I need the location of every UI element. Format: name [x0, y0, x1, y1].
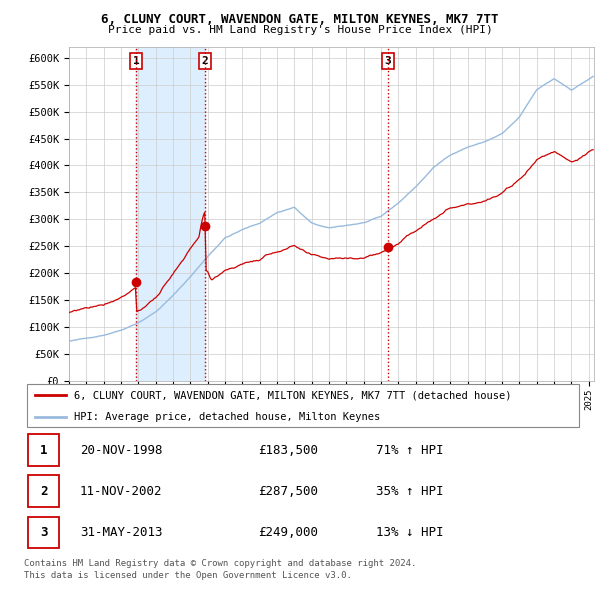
Text: 11-NOV-2002: 11-NOV-2002 [80, 484, 162, 498]
Text: 71% ↑ HPI: 71% ↑ HPI [376, 444, 443, 457]
FancyBboxPatch shape [28, 434, 59, 466]
Text: Price paid vs. HM Land Registry's House Price Index (HPI): Price paid vs. HM Land Registry's House … [107, 25, 493, 35]
Text: 3: 3 [385, 56, 391, 66]
Text: 31-MAY-2013: 31-MAY-2013 [80, 526, 162, 539]
Bar [136, 47, 205, 381]
FancyBboxPatch shape [27, 385, 579, 427]
Text: 3: 3 [40, 526, 47, 539]
Text: 1: 1 [133, 56, 140, 66]
Text: £183,500: £183,500 [259, 444, 319, 457]
Text: 2: 2 [202, 56, 209, 66]
Text: 13% ↓ HPI: 13% ↓ HPI [376, 526, 443, 539]
Text: £249,000: £249,000 [259, 526, 319, 539]
FancyBboxPatch shape [28, 517, 59, 548]
Text: £287,500: £287,500 [259, 484, 319, 498]
Text: 6, CLUNY COURT, WAVENDON GATE, MILTON KEYNES, MK7 7TT: 6, CLUNY COURT, WAVENDON GATE, MILTON KE… [101, 13, 499, 26]
Text: 6, CLUNY COURT, WAVENDON GATE, MILTON KEYNES, MK7 7TT (detached house): 6, CLUNY COURT, WAVENDON GATE, MILTON KE… [74, 390, 512, 400]
Text: 2: 2 [40, 484, 47, 498]
Text: 1: 1 [40, 444, 47, 457]
Text: HPI: Average price, detached house, Milton Keynes: HPI: Average price, detached house, Milt… [74, 412, 380, 422]
FancyBboxPatch shape [28, 476, 59, 507]
Text: Contains HM Land Registry data © Crown copyright and database right 2024.: Contains HM Land Registry data © Crown c… [24, 559, 416, 568]
Text: This data is licensed under the Open Government Licence v3.0.: This data is licensed under the Open Gov… [24, 571, 352, 579]
Text: 35% ↑ HPI: 35% ↑ HPI [376, 484, 443, 498]
Text: 20-NOV-1998: 20-NOV-1998 [80, 444, 162, 457]
